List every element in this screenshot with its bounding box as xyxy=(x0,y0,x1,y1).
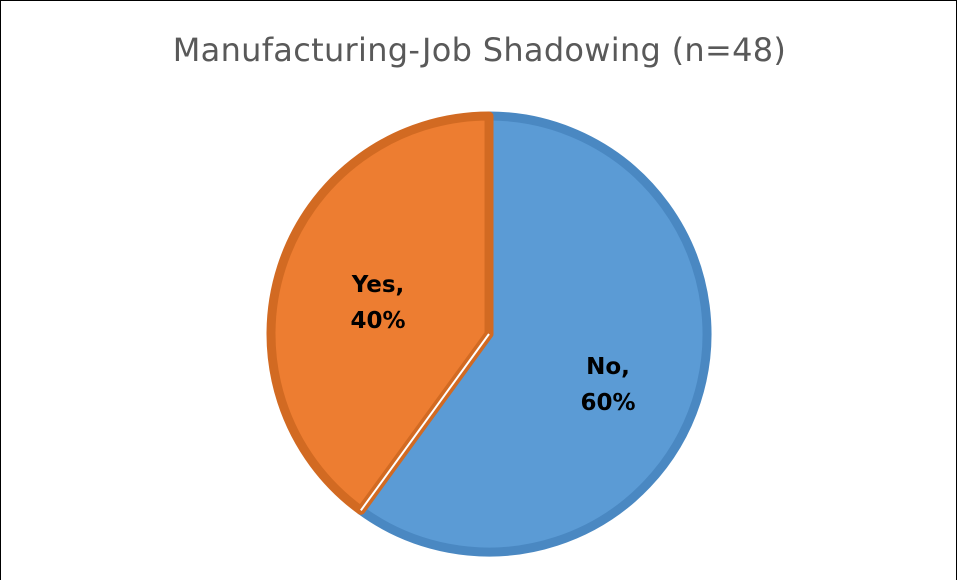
slice-separator xyxy=(360,333,490,511)
data-label-no: No, 60% xyxy=(580,354,635,416)
pie-slice-yes xyxy=(266,111,494,515)
pie-slice-no xyxy=(356,111,712,557)
chart-title: Manufacturing-Job Shadowing (n=48) xyxy=(172,31,787,69)
data-label-yes: Yes, 40% xyxy=(350,272,405,334)
